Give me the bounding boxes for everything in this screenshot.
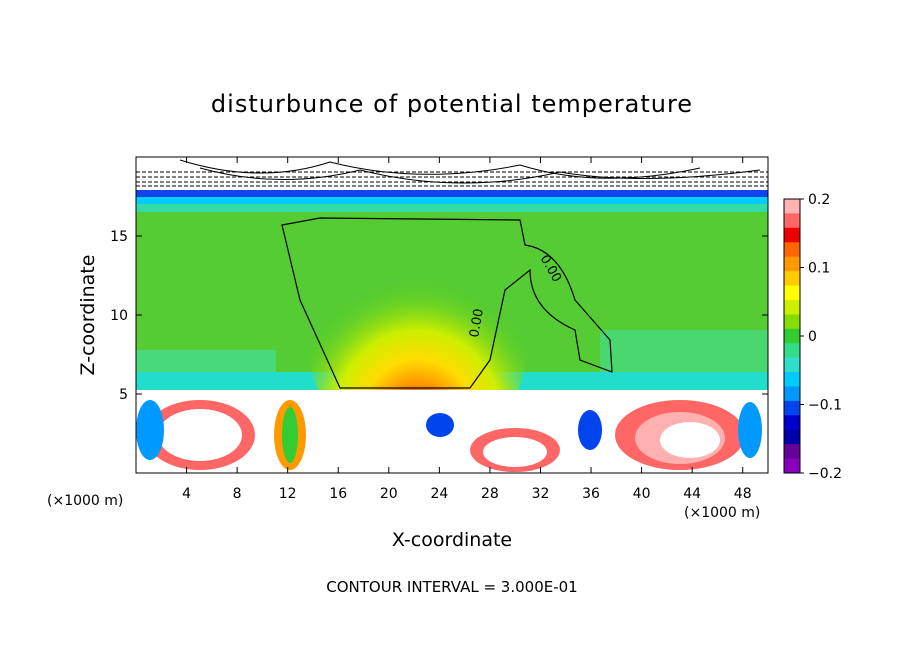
contour-label: 0.00 xyxy=(467,308,487,339)
y-tick-label: 15 xyxy=(110,229,128,245)
x-tick-label: 36 xyxy=(582,486,600,502)
x-tick-label: 28 xyxy=(481,486,499,502)
colorbar-swatch xyxy=(784,357,800,373)
upper-contour-lines xyxy=(179,159,701,179)
x-axis-label: X-coordinate xyxy=(392,529,512,551)
x-tick-label: 20 xyxy=(380,486,398,502)
colorbar-swatch xyxy=(784,256,800,272)
x-tick-label: 40 xyxy=(633,486,651,502)
colorbar-swatch xyxy=(784,372,800,387)
x-tick-label: 16 xyxy=(329,486,347,502)
colorbar-swatch xyxy=(784,271,800,287)
upper-cyan-band xyxy=(136,197,768,205)
colorbar-swatch xyxy=(784,386,800,402)
y-axis-label: Z-coordinate xyxy=(77,255,99,376)
colorbar-swatch xyxy=(784,213,800,229)
colorbar-swatch xyxy=(784,429,800,445)
x-unit-left: (×1000 m) xyxy=(47,493,123,509)
colorbar-tick-label: −0.1 xyxy=(808,398,842,414)
upper-contour-lines-2 xyxy=(199,167,761,184)
x-axis: 4 8 12 16 20 24 28 32 36 40 44 48 xyxy=(182,157,752,502)
x-tick-label: 24 xyxy=(430,486,448,502)
x-tick-label: 48 xyxy=(734,486,752,502)
lower-convective-cells xyxy=(136,400,762,472)
x-tick-label: 44 xyxy=(683,486,701,502)
upper-teal-band xyxy=(136,204,768,212)
colorbar-ticks: 0.2 0.1 0 −0.1 −0.2 xyxy=(800,192,842,482)
colorbar-swatch xyxy=(784,444,800,460)
x-tick-label: 12 xyxy=(279,486,297,502)
y-tick-label: 5 xyxy=(119,387,128,403)
colorbar-tick-label: 0 xyxy=(808,329,817,345)
y-axis: 5 10 15 xyxy=(110,229,768,403)
colorbar-tick-label: 0.1 xyxy=(808,261,830,277)
colorbar-swatch xyxy=(784,242,800,258)
y-tick-label: 10 xyxy=(110,308,128,324)
colorbar-swatch xyxy=(784,314,800,330)
colorbar-swatch xyxy=(784,458,800,474)
colorbar-swatch xyxy=(784,285,800,301)
upper-blue-band xyxy=(136,190,768,198)
colorbar-tick-label: 0.2 xyxy=(808,192,830,208)
colorbar-swatch xyxy=(784,299,800,315)
x-tick-label: 8 xyxy=(233,486,242,502)
contour-interval: CONTOUR INTERVAL = 3.000E-01 xyxy=(326,578,577,596)
colorbar xyxy=(783,198,801,474)
colorbar-swatch xyxy=(784,400,800,416)
colorbar-swatch xyxy=(784,227,800,243)
colorbar-swatch xyxy=(784,328,800,344)
chart-title: disturbunce of potential temperature xyxy=(211,90,693,118)
colorbar-swatch xyxy=(784,343,800,359)
x-tick-label: 32 xyxy=(532,486,550,502)
colorbar-tick-label: −0.2 xyxy=(808,466,842,482)
plot-area xyxy=(136,157,768,473)
x-unit-right: (×1000 m) xyxy=(684,505,760,521)
colorbar-swatch xyxy=(784,199,800,214)
colorbar-swatch xyxy=(784,415,800,431)
zero-contour xyxy=(281,217,613,389)
x-tick-label: 4 xyxy=(182,486,191,502)
